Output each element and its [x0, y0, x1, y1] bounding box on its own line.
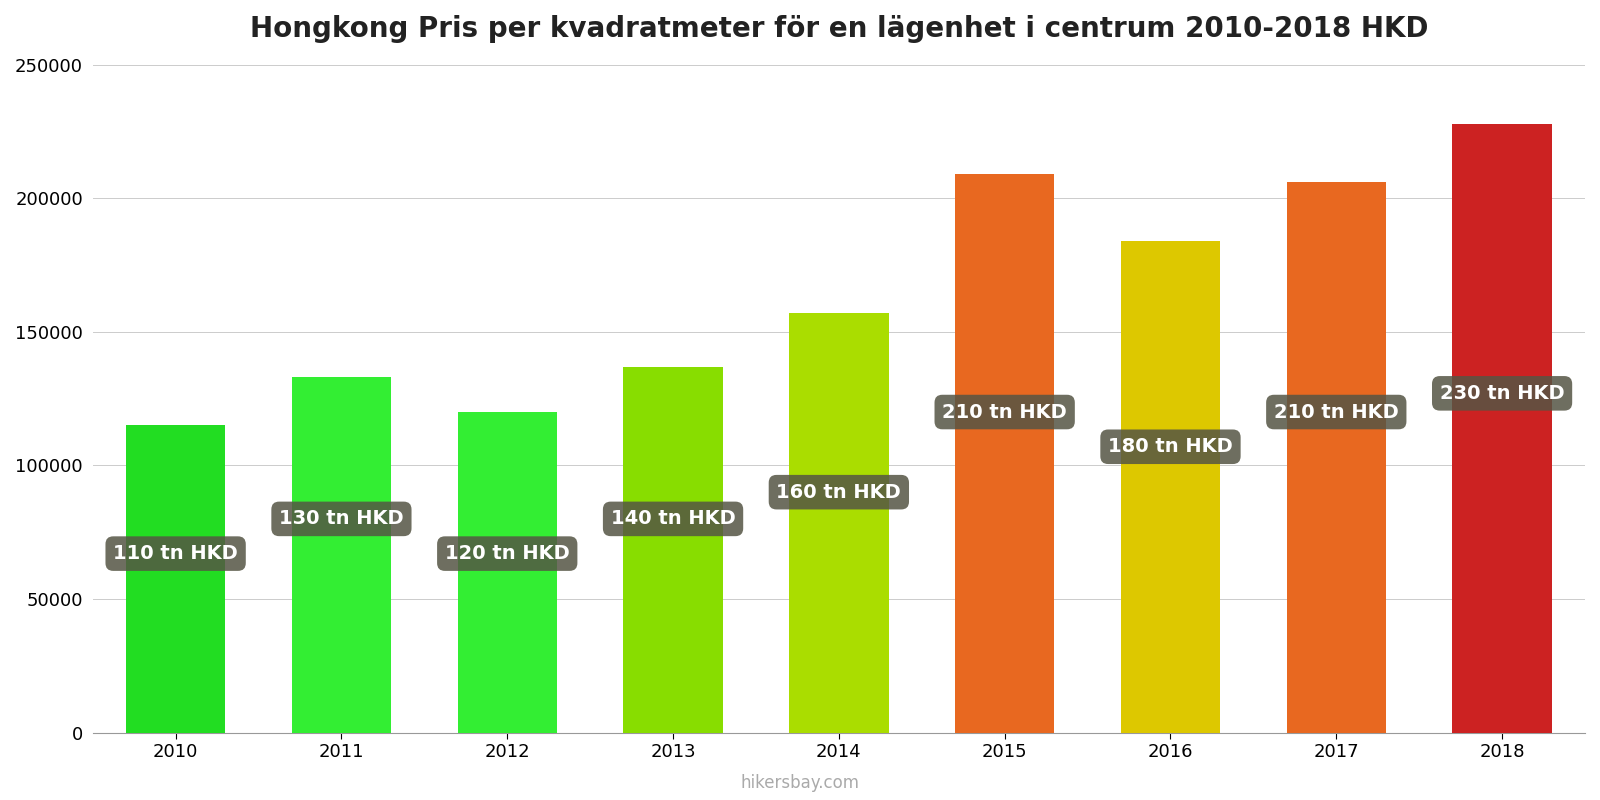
Bar — [458, 412, 557, 733]
Bar — [291, 378, 390, 733]
Text: hikersbay.com: hikersbay.com — [741, 774, 859, 792]
Bar — [1120, 241, 1221, 733]
Title: Hongkong Pris per kvadratmeter för en lägenhet i centrum 2010-2018 HKD: Hongkong Pris per kvadratmeter för en lä… — [250, 15, 1429, 43]
Bar — [1286, 182, 1386, 733]
Bar — [789, 314, 888, 733]
Text: 140 tn HKD: 140 tn HKD — [611, 510, 736, 528]
Text: 110 tn HKD: 110 tn HKD — [114, 544, 238, 563]
Bar — [624, 366, 723, 733]
Text: 180 tn HKD: 180 tn HKD — [1109, 438, 1234, 456]
Bar — [126, 426, 226, 733]
Text: 210 tn HKD: 210 tn HKD — [1274, 402, 1398, 422]
Bar — [1453, 123, 1552, 733]
Text: 120 tn HKD: 120 tn HKD — [445, 544, 570, 563]
Text: 230 tn HKD: 230 tn HKD — [1440, 384, 1565, 403]
Text: 160 tn HKD: 160 tn HKD — [776, 482, 901, 502]
Bar — [955, 174, 1054, 733]
Text: 210 tn HKD: 210 tn HKD — [942, 402, 1067, 422]
Text: 130 tn HKD: 130 tn HKD — [278, 510, 403, 528]
